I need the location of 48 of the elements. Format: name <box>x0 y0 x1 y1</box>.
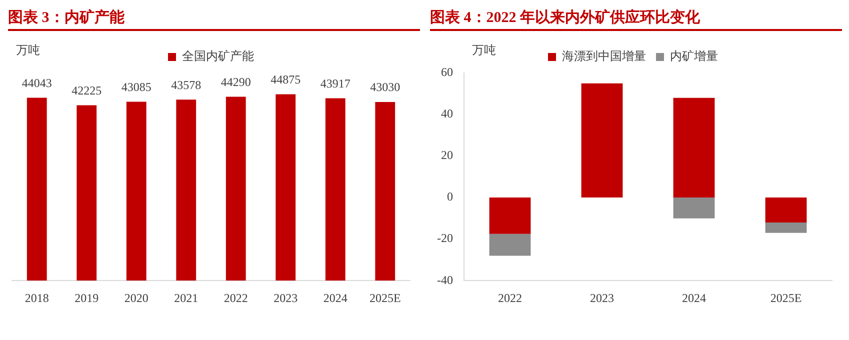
bar <box>673 98 715 198</box>
data-label: 43917 <box>320 76 350 90</box>
bar <box>26 98 47 281</box>
bar <box>76 105 97 281</box>
x-tick-label: 2023 <box>590 290 614 305</box>
y-tick-label: 20 <box>440 148 453 162</box>
legend-label: 全国内矿产能 <box>182 49 254 64</box>
y-axis-title: 万吨 <box>16 43 40 58</box>
bar <box>226 96 246 281</box>
bar <box>375 102 396 281</box>
bar <box>673 198 715 218</box>
x-tick-label: 2021 <box>174 290 198 305</box>
x-tick-label: 2020 <box>124 290 148 305</box>
bar <box>126 102 146 281</box>
chart-title: 图表 3：内矿产能 <box>8 8 420 31</box>
x-tick-label: 2023 <box>274 290 298 305</box>
data-label: 44290 <box>220 74 251 89</box>
x-tick-label: 2024 <box>323 290 348 305</box>
bar <box>765 222 807 233</box>
data-label: 44875 <box>270 72 301 86</box>
y-tick-label: 40 <box>440 106 453 121</box>
y-tick-label: 0 <box>446 190 453 204</box>
bar <box>325 98 346 281</box>
x-tick-label: 2018 <box>24 290 49 305</box>
bar <box>276 94 296 281</box>
legend-label: 内矿增量 <box>670 49 718 64</box>
legend-label: 海漂到中国增量 <box>562 49 646 64</box>
bar <box>765 198 807 222</box>
data-label: 44043 <box>22 76 52 90</box>
data-label: 43085 <box>121 80 152 94</box>
x-tick-label: 2025E <box>770 290 802 305</box>
bar <box>489 234 531 256</box>
y-tick-label: 60 <box>440 65 453 80</box>
x-tick-label: 2024 <box>682 290 706 305</box>
chart-title: 图表 4：2022 年以来内外矿供应环比变化 <box>430 8 842 31</box>
y-tick-label: -20 <box>436 231 453 246</box>
bar <box>489 198 531 234</box>
y-tick-label: -40 <box>436 272 453 287</box>
data-label: 42225 <box>72 83 102 98</box>
bar <box>176 100 196 281</box>
bar <box>581 83 623 198</box>
x-tick-label: 2019 <box>74 290 99 305</box>
data-label: 43030 <box>370 80 400 94</box>
x-tick-label: 2022 <box>224 290 248 305</box>
y-axis-title: 万吨 <box>472 43 496 58</box>
x-tick-label: 2025E <box>369 290 401 305</box>
x-tick-label: 2022 <box>498 290 522 305</box>
data-label: 43578 <box>171 78 202 92</box>
